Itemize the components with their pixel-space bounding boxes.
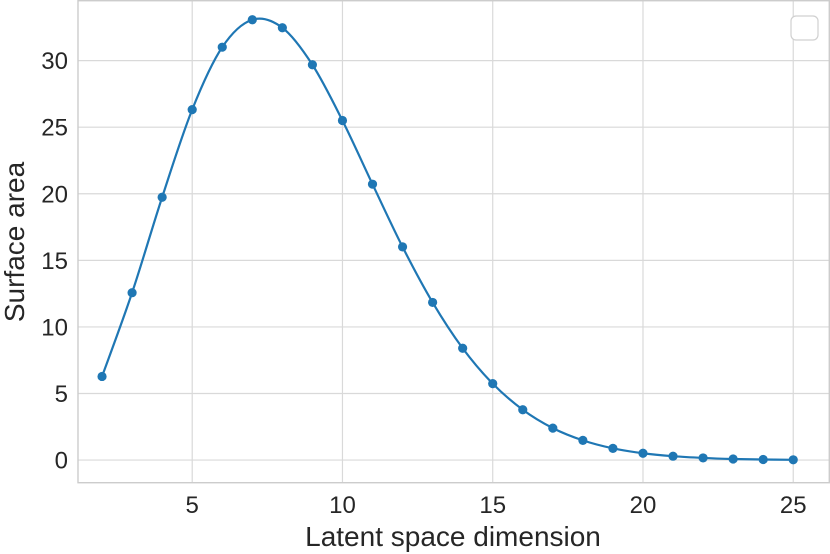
data-point	[217, 42, 227, 52]
data-point	[307, 60, 318, 70]
y-tick-label: 30	[41, 48, 68, 75]
data-point	[758, 454, 768, 465]
y-tick-label: 20	[41, 181, 68, 208]
y-tick-label: 15	[41, 248, 68, 275]
data-point	[428, 297, 438, 308]
data-point	[698, 453, 708, 463]
data-point	[397, 242, 408, 252]
data-point	[788, 455, 798, 465]
x-tick-label: 15	[479, 492, 506, 519]
data-point	[578, 435, 588, 445]
data-point	[367, 179, 378, 189]
data-point	[488, 379, 498, 389]
plot-frame	[77, 0, 830, 484]
x-tick-label: 25	[780, 492, 807, 519]
data-point	[728, 454, 738, 464]
data-point	[277, 23, 287, 33]
x-tick-label: 20	[630, 492, 657, 519]
data-point	[458, 343, 468, 353]
data-point	[247, 15, 257, 25]
y-axis-label: Surface area	[0, 161, 30, 322]
tick-labels: 5 10 15 20 25 0 5 10 15 20 25 30	[41, 48, 806, 519]
data-point	[548, 423, 558, 433]
y-tick-label: 0	[55, 448, 68, 475]
grid	[78, 0, 830, 483]
data-point	[337, 115, 348, 126]
data-point	[518, 405, 528, 415]
data-point	[668, 451, 678, 461]
y-tick-label: 5	[55, 381, 68, 408]
data-point	[608, 443, 618, 453]
data-point	[187, 105, 197, 115]
x-tick-label: 5	[186, 492, 199, 519]
legend-box	[790, 15, 819, 41]
data-point	[157, 192, 167, 202]
y-tick-label: 10	[41, 314, 68, 341]
y-tick-label: 25	[41, 115, 68, 142]
data-point	[638, 448, 648, 458]
x-tick-label: 10	[329, 492, 356, 519]
series-layer	[97, 15, 798, 465]
x-axis-label: Latent space dimension	[305, 521, 601, 552]
data-point	[127, 288, 137, 298]
data-point	[97, 371, 107, 382]
